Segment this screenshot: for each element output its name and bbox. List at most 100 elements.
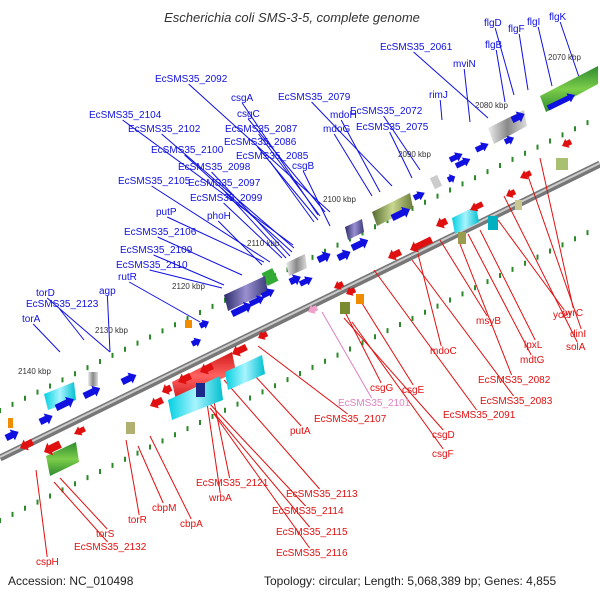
feature-block: [429, 174, 443, 190]
leader-line: [495, 49, 506, 103]
genome-backbone: [0, 160, 600, 462]
forward-gene-label[interactable]: rutR: [118, 272, 137, 283]
reverse-gene-label[interactable]: EcSMS35_2116: [276, 548, 348, 559]
leader-line: [467, 233, 532, 356]
leader-line: [459, 243, 513, 376]
gene-arrow: [44, 440, 62, 456]
reverse-gene-label[interactable]: solA: [566, 342, 586, 353]
reverse-gene-label[interactable]: EcSMS35_2091: [443, 410, 516, 421]
leader-line: [59, 477, 108, 530]
forward-gene-label[interactable]: EcSMS35_2110: [116, 260, 188, 271]
forward-gene-label[interactable]: EcSMS35_2105: [118, 176, 191, 187]
forward-gene-label[interactable]: EcSMS35_2106: [124, 227, 197, 238]
scale-tick-labels: 2070 kbp 2080 kbp 2090 kbp 2100 kbp 2110…: [18, 53, 581, 376]
reverse-gene-label[interactable]: torS: [96, 529, 115, 540]
reverse-gene-label[interactable]: EcSMS35_2115: [276, 527, 348, 538]
feature-block: [8, 418, 13, 428]
reverse-gene-label[interactable]: yceI: [553, 310, 571, 321]
forward-gene-label[interactable]: csgC: [237, 109, 260, 120]
forward-gene-label[interactable]: EcSMS35_2098: [178, 162, 251, 173]
reverse-gene-label[interactable]: EcSMS35_2121: [196, 478, 269, 489]
reverse-gene-label[interactable]: EcSMS35_2114: [272, 506, 344, 517]
reverse-gene-label[interactable]: EcSMS35_2107: [314, 414, 387, 425]
forward-gene-label[interactable]: EcSMS35_2085: [236, 151, 309, 162]
reverse-gene-label[interactable]: putA: [290, 426, 311, 437]
gene-arrow: [198, 319, 209, 329]
forward-gene-label[interactable]: EcSMS35_2123: [26, 299, 99, 310]
reverse-gene-label[interactable]: cspH: [36, 557, 59, 568]
forward-gene-label[interactable]: EcSMS35_2109: [120, 245, 193, 256]
leader-line: [463, 68, 471, 123]
gene-arrow: [82, 385, 101, 399]
leader-line: [503, 195, 578, 343]
forward-gene-label[interactable]: EcSMS35_2100: [151, 145, 224, 156]
forward-gene-label[interactable]: EcSMS35_2099: [190, 193, 263, 204]
leader-line: [497, 219, 565, 311]
leader-line: [373, 269, 478, 411]
forward-gene-label[interactable]: EcSMS35_2079: [278, 92, 351, 103]
reverse-gene-label[interactable]: EcSMS35_2101: [338, 398, 411, 409]
forward-gene-label[interactable]: csgA: [231, 93, 254, 104]
forward-gene-label[interactable]: torD: [36, 288, 55, 299]
reverse-gene-label[interactable]: csgE: [402, 385, 425, 396]
forward-gene-label[interactable]: flgK: [549, 12, 567, 23]
forward-gene-label[interactable]: putP: [156, 207, 177, 218]
leader-line: [340, 119, 381, 193]
reverse-gene-label[interactable]: lpxL: [524, 340, 543, 351]
forward-gene-label[interactable]: EcSMS35_2104: [89, 110, 162, 121]
forward-gene-label[interactable]: flgF: [508, 24, 525, 35]
forward-gene-label[interactable]: EcSMS35_2072: [350, 106, 423, 117]
reverse-gene-label[interactable]: csgG: [370, 383, 394, 394]
leader-line: [311, 101, 393, 187]
forward-gene-label[interactable]: EcSMS35_2061: [380, 42, 453, 53]
gene-arrow: [410, 236, 434, 253]
tick-label: 2100 kbp: [323, 195, 356, 204]
leader-line: [302, 170, 331, 227]
gene-arrow: [200, 362, 215, 375]
feature-block: [458, 232, 466, 244]
forward-gene-label[interactable]: csgB: [292, 161, 315, 172]
reverse-gene-label[interactable]: csgD: [432, 430, 455, 441]
forward-gene-label[interactable]: rimJ: [429, 90, 448, 101]
forward-gene-label[interactable]: flgB: [485, 40, 503, 51]
reverse-gene-label[interactable]: wrbA: [208, 493, 232, 504]
gene-arrow: [336, 249, 351, 261]
forward-gene-label[interactable]: phoH: [207, 211, 231, 222]
reverse-gene-label[interactable]: torR: [128, 515, 147, 526]
reverse-gene-label[interactable]: mdtG: [520, 355, 545, 366]
reverse-gene-label[interactable]: mdoC: [430, 346, 457, 357]
forward-gene-label[interactable]: flgI: [527, 17, 540, 28]
reverse-gene-label[interactable]: EcSMS35_2083: [480, 396, 553, 407]
forward-gene-label[interactable]: EcSMS35_2097: [188, 178, 261, 189]
gene-arrow: [510, 111, 525, 123]
leader-line: [151, 185, 271, 263]
forward-gene-label[interactable]: flgD: [484, 18, 502, 29]
reverse-gene-label[interactable]: EcSMS35_2082: [478, 375, 551, 386]
forward-gene-label[interactable]: EcSMS35_2086: [224, 137, 297, 148]
forward-gene-label[interactable]: torA: [22, 314, 41, 325]
forward-gene-label[interactable]: EcSMS35_2092: [155, 74, 228, 85]
forward-gene-label[interactable]: EcSMS35_2087: [225, 124, 298, 135]
forward-gene-label[interactable]: agp: [99, 286, 116, 297]
forward-gene-label[interactable]: mdoG: [323, 124, 350, 135]
gene-arrow: [346, 286, 357, 296]
leader-line: [32, 323, 61, 353]
reverse-gene-label[interactable]: csgF: [432, 449, 454, 460]
forward-gene-label[interactable]: EcSMS35_2102: [128, 124, 201, 135]
leader-line: [205, 395, 221, 494]
forward-gene-label[interactable]: mviN: [453, 59, 476, 70]
reverse-gene-label[interactable]: msyB: [476, 316, 501, 327]
reverse-gene-label[interactable]: EcSMS35_2132: [74, 542, 147, 553]
gene-arrow: [390, 206, 410, 221]
leader-line: [559, 21, 581, 81]
leader-line: [494, 27, 515, 96]
forward-gene-label[interactable]: EcSMS35_2075: [356, 122, 429, 133]
reverse-gene-label[interactable]: cbpA: [180, 519, 203, 530]
reverse-gene-label[interactable]: EcSMS35_2113: [286, 489, 358, 500]
forward-gene-label[interactable]: mdoH: [330, 110, 357, 121]
gene-arrow: [190, 337, 201, 347]
reverse-gene-label[interactable]: cbpM: [152, 503, 176, 514]
reverse-gene-label[interactable]: pyrC: [562, 308, 583, 319]
leader-line: [223, 379, 320, 490]
reverse-gene-label[interactable]: dinI: [570, 329, 586, 340]
